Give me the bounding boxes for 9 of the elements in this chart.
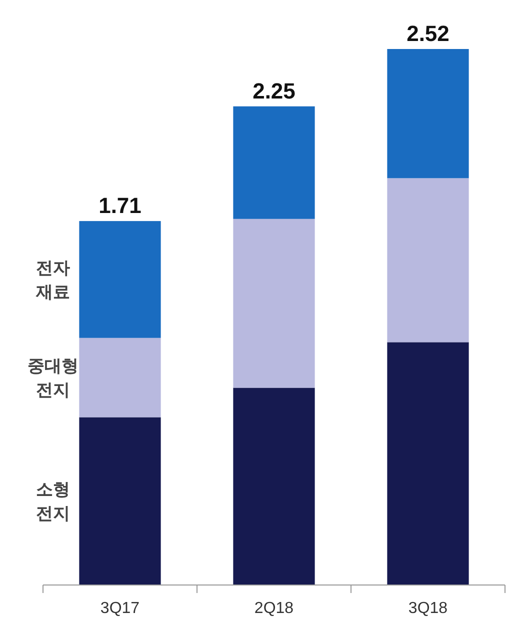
annotation: 2.52: [406, 21, 450, 46]
x-tick-label: 2Q18: [254, 600, 294, 617]
series-label: 전자 재료: [35, 258, 70, 302]
series-label: 소형 전지: [36, 480, 70, 524]
series-label: 중대형 전지: [28, 356, 79, 400]
annotation: 2.25: [252, 78, 296, 104]
x-tick-label: 3Q17: [100, 600, 140, 617]
annotation: 1.71: [98, 193, 142, 218]
x-tick-label: 3Q18: [408, 600, 448, 617]
